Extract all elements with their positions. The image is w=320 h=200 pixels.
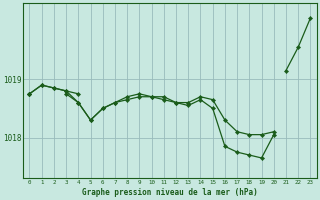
X-axis label: Graphe pression niveau de la mer (hPa): Graphe pression niveau de la mer (hPa) (82, 188, 258, 197)
